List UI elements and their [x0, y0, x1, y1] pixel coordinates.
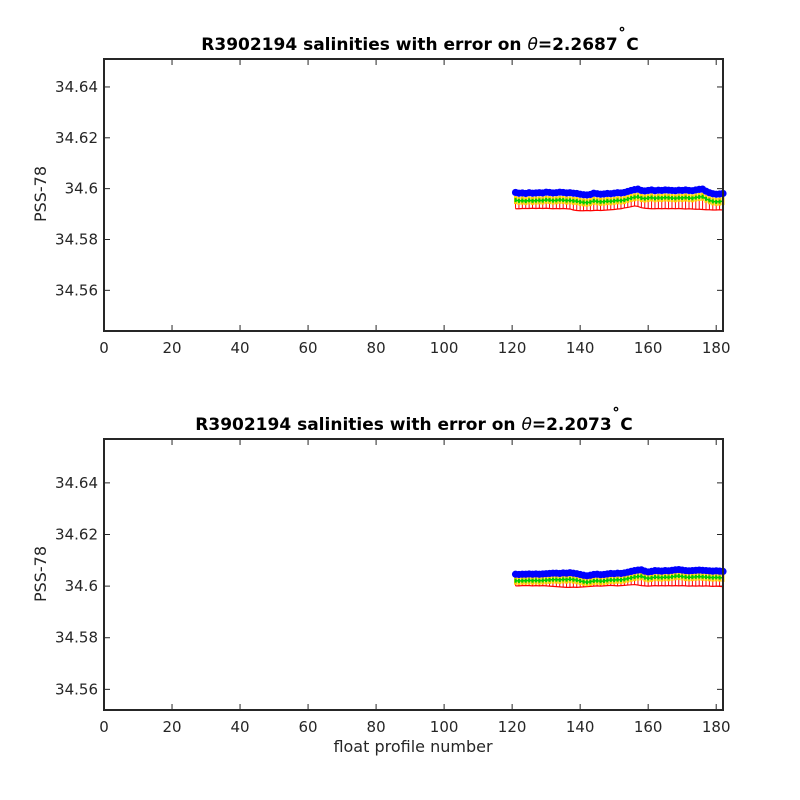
y-tick-label: 34.6: [65, 180, 98, 198]
chart-title: R3902194 salinities with error on θ=2.26…: [201, 25, 638, 55]
x-tick-label: 120: [498, 339, 527, 357]
x-tick-label: 60: [299, 718, 318, 736]
x-tick-label: 80: [367, 718, 386, 736]
chart-title: R3902194 salinities with error on θ=2.20…: [195, 405, 632, 435]
x-axis-label: float profile number: [333, 737, 493, 756]
y-tick-label: 34.56: [55, 680, 98, 698]
series-line-lower: [515, 205, 724, 212]
axes-box: [103, 58, 724, 332]
y-axis-label: PSS-78: [31, 546, 50, 602]
x-tick-label: 140: [566, 339, 595, 357]
series-line-mean: [515, 575, 724, 584]
plot-area: 0 20 40 60 80 100 120 140 160 180 34.56 34.58 34.6 34…: [55, 58, 731, 357]
y-tick-label: 34.64: [55, 474, 98, 492]
y-tick-label: 34.62: [55, 129, 98, 147]
x-tick-label: 160: [634, 339, 663, 357]
x-tick-label: 100: [430, 339, 459, 357]
plot-area: 0 20 40 60 80 100 120 140 160 180 34.56 34.58 34.6 34…: [55, 438, 731, 736]
y-tick-label: 34.6: [65, 577, 98, 595]
x-tick-label: 0: [99, 339, 109, 357]
x-tick-label: 60: [299, 339, 318, 357]
y-tick-label: 34.58: [55, 629, 98, 647]
x-tick-label: 40: [230, 718, 249, 736]
y-tick-label: 34.64: [55, 78, 98, 96]
x-tick-label: 20: [162, 718, 181, 736]
x-tick-label: 180: [702, 339, 731, 357]
x-tick-label: 80: [367, 339, 386, 357]
axes-box: [103, 438, 724, 711]
chart-panel-bottom: R3902194 salinities with error on θ=2.20…: [31, 405, 731, 756]
x-tick-label: 20: [162, 339, 181, 357]
x-tick-label: 160: [634, 718, 663, 736]
y-tick-label: 34.58: [55, 230, 98, 248]
y-tick-label: 34.56: [55, 281, 98, 299]
series-line-mean: [515, 196, 724, 204]
y-axis-label: PSS-78: [31, 166, 50, 222]
x-tick-label: 40: [230, 339, 249, 357]
x-tick-label: 180: [702, 718, 731, 736]
x-tick-label: 140: [566, 718, 595, 736]
series-line-lower: [515, 583, 724, 589]
y-tick-label: 34.62: [55, 525, 98, 543]
chart-panel-top: R3902194 salinities with error on θ=2.26…: [31, 25, 731, 357]
x-tick-label: 120: [498, 718, 527, 736]
x-tick-label: 100: [430, 718, 459, 736]
x-tick-label: 0: [99, 718, 109, 736]
